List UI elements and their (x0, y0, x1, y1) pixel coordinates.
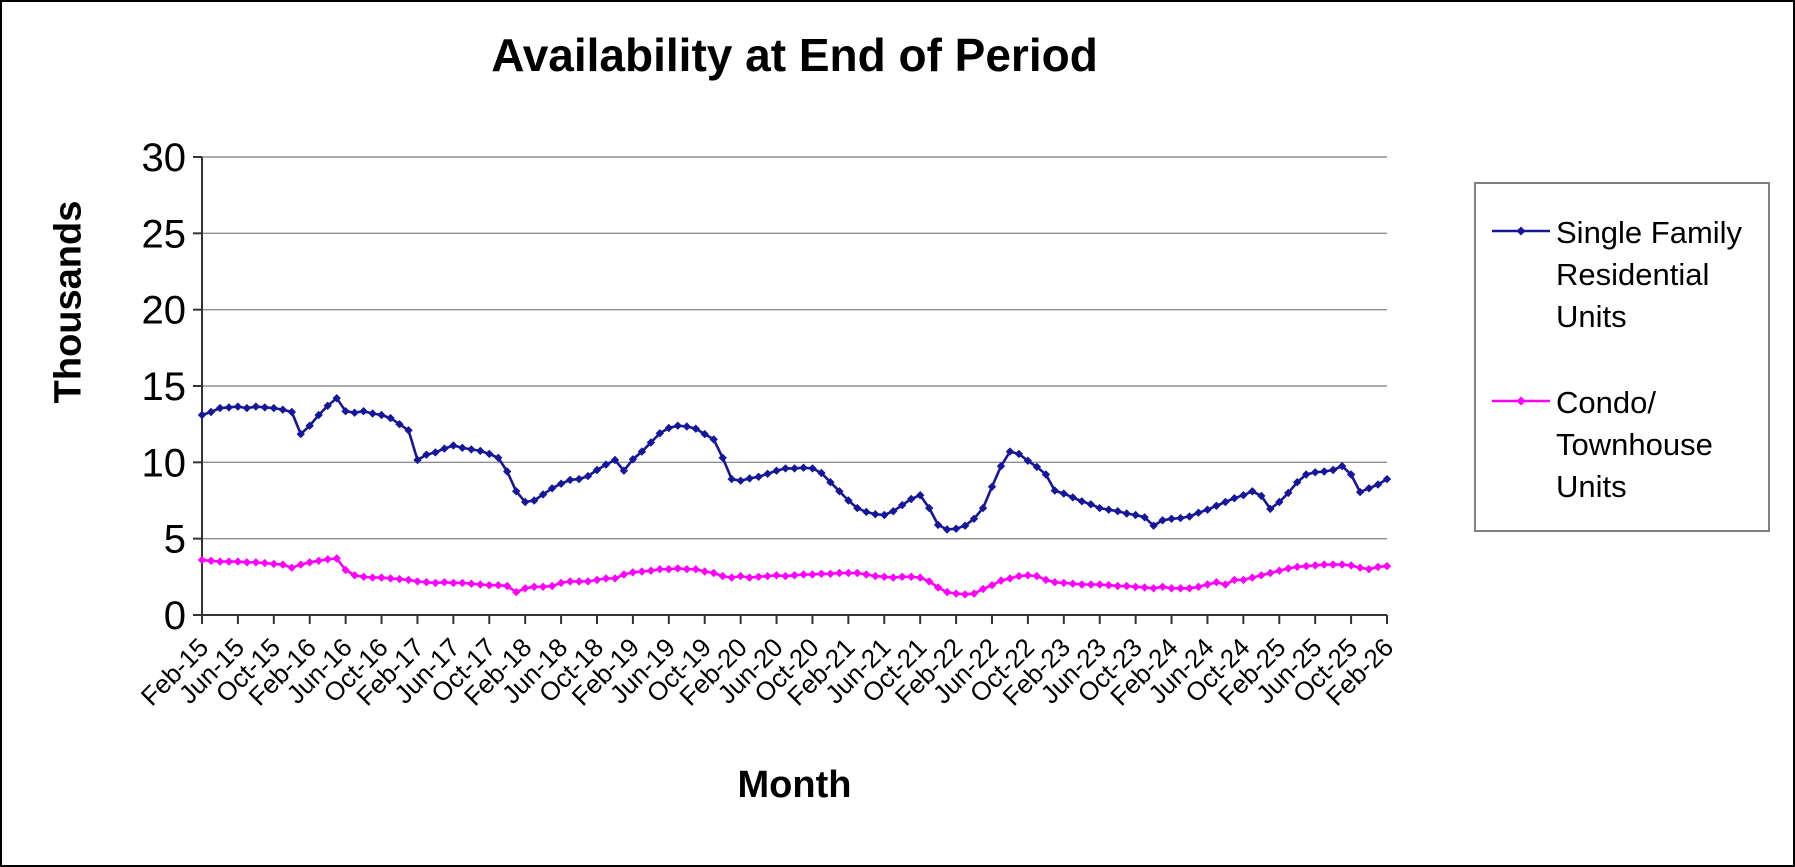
y-tick-label: 25 (142, 212, 187, 256)
legend-entry: Condo/Townhouse Units (1492, 382, 1768, 508)
legend-label: Condo/Townhouse Units (1556, 385, 1713, 504)
legend-entry: Single Family Residential Units (1492, 212, 1768, 338)
y-tick-label: 5 (164, 518, 186, 562)
legend-label: Single Family Residential Units (1556, 215, 1743, 334)
legend-marker-icon (1492, 396, 1550, 406)
y-tick-label: 10 (142, 441, 187, 485)
chart-title: Availability at End of Period (491, 29, 1098, 81)
y-tick-label: 20 (142, 289, 187, 333)
y-tick-label: 15 (142, 365, 187, 409)
y-tick-label: 0 (164, 594, 186, 638)
series-markers-1 (197, 554, 1392, 599)
legend: Single Family Residential Units Condo/Townh… (1474, 182, 1770, 532)
legend-marker-icon (1492, 226, 1550, 236)
y-tick-label: 30 (142, 136, 187, 180)
x-axis-title: Month (737, 764, 852, 806)
